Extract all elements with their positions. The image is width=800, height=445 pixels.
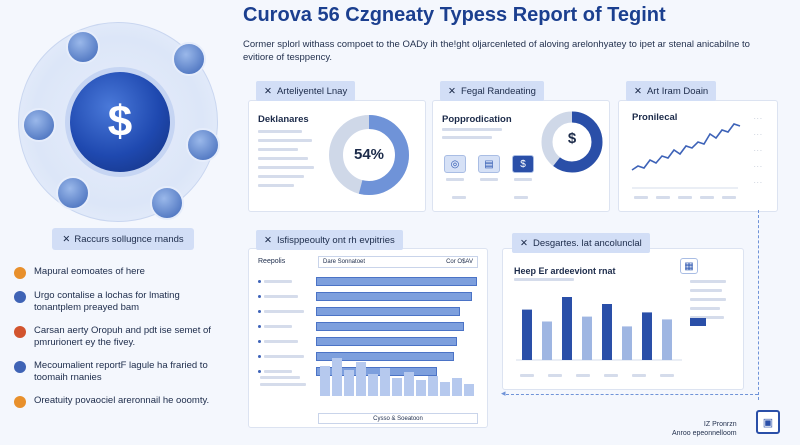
card-subtitle: Pronilecal [632, 112, 678, 123]
svg-text:· · ·: · · · [754, 180, 762, 186]
column-bar [542, 321, 552, 360]
intro-text: Cormer splorl withass compoet to the OAD… [243, 39, 750, 63]
list-item: Carsan aerty Oropuh and pdt ise semet of… [14, 325, 229, 349]
bullet-list: Mapural eomoates of here Urgo contalise … [14, 266, 229, 419]
hero-label-text: Raccurs sollugnce rnands [74, 233, 184, 245]
card-subtitle: Heep Er ardeeviont rnat [514, 266, 616, 276]
hbar [316, 322, 464, 331]
bullet-icon [14, 291, 26, 303]
donut-chart [541, 111, 603, 173]
money-icon[interactable]: $ [512, 155, 534, 173]
hbar [316, 352, 454, 361]
close-icon: ✕ [62, 233, 71, 245]
bullet-icon [14, 396, 26, 408]
donut-slice [329, 115, 409, 195]
table-footer: Cysso & Soeatoon [318, 413, 478, 424]
city-icon [172, 42, 206, 76]
bullet-icon [14, 361, 26, 373]
list-item: Oreatuity povaociel areronnail he ooomty… [14, 395, 229, 408]
legend-swatch [690, 318, 706, 326]
column-bar [622, 326, 632, 360]
hbar-row [258, 276, 480, 287]
close-icon: ✕ [520, 237, 528, 249]
hbar-row [258, 351, 480, 362]
legend [690, 280, 726, 325]
grid-icon[interactable]: ▦ [680, 258, 698, 274]
close-icon: ✕ [264, 85, 272, 97]
list-item: Mapural eomoates of here [14, 266, 229, 279]
line-chart: · · · · · · · · · · · · · · · [631, 116, 762, 189]
table-header: Dare Sonnatoet Cor O$AV [318, 256, 478, 268]
tab-conclusion[interactable]: ✕ Desgartes. lat ancolunclal [512, 233, 650, 253]
hbar [316, 292, 472, 301]
svg-text:· · ·: · · · [754, 148, 762, 154]
footer-caption: IZ Pronrzn Anroo epeonnelloom [672, 421, 737, 437]
list-item: Urgo contalise a lochas for lmating tona… [14, 290, 229, 314]
dollar-icon: $ [567, 130, 577, 147]
donut-chart [329, 115, 409, 195]
col-header-left: Reepolis [258, 258, 286, 265]
bullet-icon [14, 267, 26, 279]
close-icon: ✕ [264, 234, 272, 246]
bullet-icon [14, 326, 26, 338]
mini-bar-chart [320, 358, 474, 396]
card-domain [618, 100, 778, 212]
arrow-left-icon: ◂ [501, 388, 506, 398]
wallet-icon[interactable]: ▤ [478, 155, 500, 173]
donut-percent: 54% [353, 146, 385, 163]
office-icon [22, 108, 56, 142]
certificate-icon[interactable]: ▣ [756, 410, 780, 434]
close-icon: ✕ [448, 85, 456, 97]
hbar [316, 277, 477, 286]
hbar-chart [258, 276, 480, 381]
dollar-coin-icon: $ [70, 72, 170, 172]
tab-funding[interactable]: ✕ Fegal Randeating [440, 81, 544, 101]
hbar-row [258, 291, 480, 302]
text-lines [442, 128, 502, 139]
tab-expiries[interactable]: ✕ Isfisppeoulty ont rh evpitries [256, 230, 403, 250]
text-lines [260, 376, 306, 386]
column-bar [562, 297, 572, 360]
text-lines [258, 130, 316, 193]
tower-icon [150, 186, 184, 220]
column-bar [602, 304, 612, 360]
svg-text:· · ·: · · · [754, 116, 762, 122]
svg-text:· · ·: · · · [754, 164, 762, 170]
list-item: Mecoumalient reportF lagule ha fraried t… [14, 360, 229, 384]
column-bar [582, 316, 592, 360]
column-bar [662, 319, 672, 360]
card-subtitle: Deklanares [258, 114, 309, 125]
page-title: Curova 56 Czgneaty Typess Report of Tegi… [243, 4, 666, 26]
connector-line [506, 394, 758, 395]
card-subtitle: Popprodication [442, 114, 512, 125]
hbar [316, 337, 458, 346]
tab-domain[interactable]: ✕ Art Iram Doain [626, 81, 717, 101]
connector-line [758, 210, 759, 400]
axis-ticks [520, 374, 674, 377]
column-bar [642, 312, 652, 360]
axis-ticks [634, 196, 736, 199]
svg-text:· · ·: · · · [754, 132, 762, 138]
text-lines [446, 178, 464, 185]
hero-label[interactable]: ✕ Raccurs sollugnce rnands [52, 228, 194, 250]
coin-icon[interactable]: ◎ [444, 155, 466, 173]
map-icon [56, 176, 90, 210]
tab-analytics[interactable]: ✕ Arteliyentel Lnay [256, 81, 356, 101]
globe-icon [66, 30, 100, 64]
hbar-row [258, 336, 480, 347]
hbar-row [258, 321, 480, 332]
column-bar [522, 309, 532, 360]
hbar [316, 307, 461, 316]
close-icon: ✕ [634, 85, 642, 97]
building-icon [186, 128, 220, 162]
column-chart [516, 297, 682, 361]
hbar-row [258, 306, 480, 317]
